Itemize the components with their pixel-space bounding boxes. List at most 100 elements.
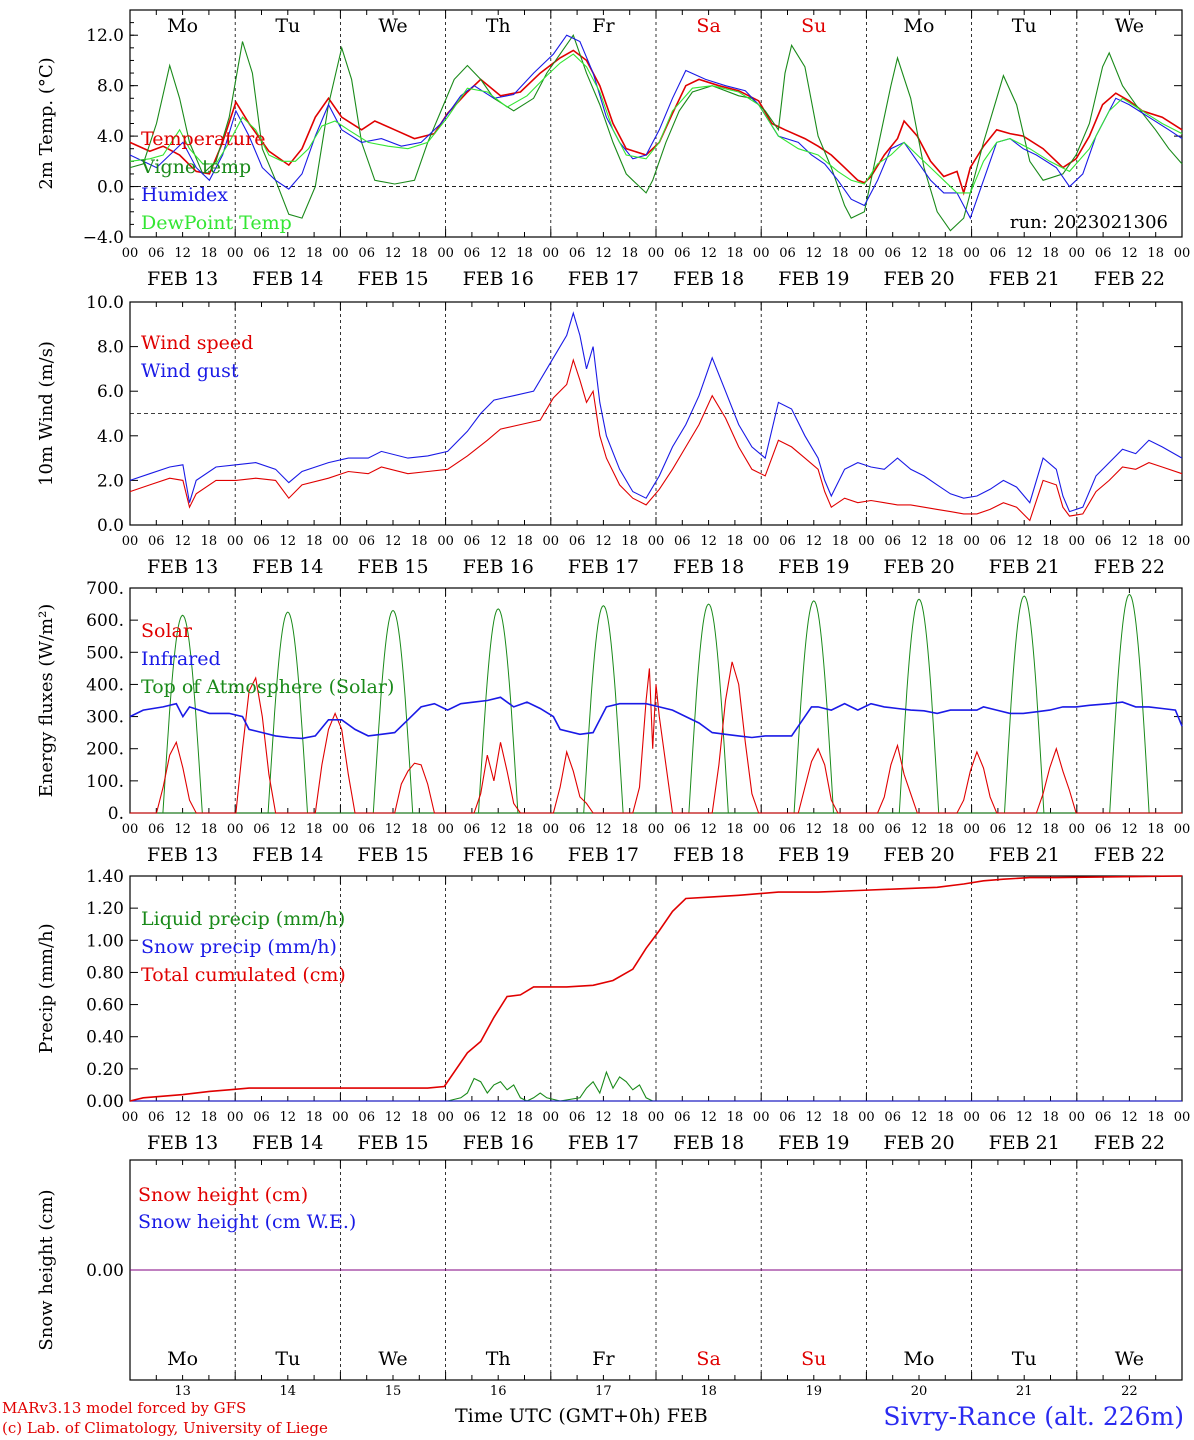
hour-tick-label: 00 bbox=[753, 246, 770, 261]
hour-tick-label: 18 bbox=[411, 822, 428, 837]
y-axis-label: Energy fluxes (W/m²) bbox=[36, 604, 57, 798]
hour-tick-label: 12 bbox=[385, 1110, 402, 1125]
y-tick-label: 0.80 bbox=[86, 963, 124, 983]
day-number-label: 14 bbox=[280, 1384, 297, 1399]
date-label: FEB 17 bbox=[568, 1132, 639, 1154]
hour-tick-label: 06 bbox=[358, 822, 375, 837]
date-label: FEB 13 bbox=[147, 844, 218, 866]
y-tick-label: 0.40 bbox=[86, 1028, 124, 1048]
station-name: Sivry-Rance (alt. 226m) bbox=[883, 1402, 1184, 1431]
hour-tick-label: 12 bbox=[911, 534, 928, 549]
hour-tick-label: 12 bbox=[174, 246, 191, 261]
weekday-label: We bbox=[378, 1348, 407, 1370]
hour-tick-label: 00 bbox=[122, 1110, 139, 1125]
hour-tick-label: 12 bbox=[595, 1110, 612, 1125]
hour-tick-label: 12 bbox=[911, 822, 928, 837]
hour-tick-label: 00 bbox=[543, 1110, 560, 1125]
run-annotation: run: 2023021306 bbox=[1010, 212, 1168, 233]
hour-tick-label: 06 bbox=[148, 534, 165, 549]
series-line-dewpoint-temp bbox=[129, 53, 1183, 194]
hour-tick-label: 12 bbox=[280, 246, 297, 261]
hour-tick-label: 12 bbox=[806, 1110, 823, 1125]
hour-tick-label: 12 bbox=[174, 822, 191, 837]
toa-solar-curve bbox=[162, 614, 203, 814]
date-label: FEB 14 bbox=[252, 556, 323, 578]
date-label: FEB 17 bbox=[568, 844, 639, 866]
hour-tick-label: 12 bbox=[595, 246, 612, 261]
hour-tick-label: 06 bbox=[253, 1110, 270, 1125]
weekday-label: Mo bbox=[904, 15, 935, 37]
date-label: FEB 16 bbox=[463, 844, 534, 866]
hour-tick-label: 18 bbox=[832, 822, 849, 837]
legend-entry: DewPoint Temp bbox=[141, 212, 292, 234]
legend-entry: Vigne temp bbox=[140, 156, 251, 178]
y-tick-label: 1.40 bbox=[86, 867, 124, 887]
y-tick-label: 4.0 bbox=[97, 127, 124, 147]
y-tick-label: 6.0 bbox=[97, 382, 124, 402]
hour-tick-label: 00 bbox=[648, 1110, 665, 1125]
hour-tick-label: 00 bbox=[437, 246, 454, 261]
hour-tick-label: 00 bbox=[122, 822, 139, 837]
hour-tick-label: 00 bbox=[543, 534, 560, 549]
weekday-label: Fr bbox=[592, 1348, 615, 1370]
weekday-label: We bbox=[1115, 15, 1144, 37]
toa-solar-curve bbox=[478, 608, 519, 814]
hour-tick-label: 00 bbox=[1174, 246, 1191, 261]
toa-solar-curve bbox=[688, 603, 729, 814]
legend-entry: Wind gust bbox=[141, 360, 239, 382]
hour-tick-label: 18 bbox=[937, 1110, 954, 1125]
date-label: FEB 14 bbox=[252, 1132, 323, 1154]
hour-tick-label: 18 bbox=[1042, 822, 1059, 837]
date-label: FEB 19 bbox=[778, 268, 849, 290]
hour-tick-label: 06 bbox=[358, 534, 375, 549]
y-tick-label: 10.0 bbox=[86, 293, 124, 313]
hour-tick-label: 12 bbox=[700, 534, 717, 549]
day-number-label: 17 bbox=[595, 1384, 612, 1399]
hour-tick-label: 18 bbox=[201, 534, 218, 549]
hour-tick-label: 06 bbox=[569, 1110, 586, 1125]
legend-entry: Infrared bbox=[141, 648, 221, 670]
series-line-temperature bbox=[129, 49, 1183, 196]
weekday-label: Mo bbox=[904, 1348, 935, 1370]
weekday-label: Sa bbox=[696, 15, 720, 37]
hour-tick-label: 12 bbox=[280, 1110, 297, 1125]
day-number-label: 19 bbox=[806, 1384, 823, 1399]
date-label: FEB 13 bbox=[147, 268, 218, 290]
date-label: FEB 14 bbox=[252, 844, 323, 866]
hour-tick-label: 06 bbox=[253, 534, 270, 549]
hour-tick-label: 18 bbox=[1042, 1110, 1059, 1125]
hour-tick-label: 06 bbox=[148, 246, 165, 261]
weekday-label: Th bbox=[486, 1348, 511, 1370]
date-label: FEB 21 bbox=[989, 268, 1060, 290]
hour-tick-label: 18 bbox=[832, 246, 849, 261]
hour-tick-label: 12 bbox=[1016, 246, 1033, 261]
y-tick-label: 8.0 bbox=[97, 338, 124, 358]
date-label: FEB 22 bbox=[1094, 1132, 1165, 1154]
hour-tick-label: 00 bbox=[437, 822, 454, 837]
y-tick-label: 0.0 bbox=[97, 516, 124, 536]
series-line-total-cumulated-cm- bbox=[129, 875, 1183, 1102]
hour-tick-label: 06 bbox=[884, 246, 901, 261]
date-label: FEB 20 bbox=[883, 556, 954, 578]
day-number-label: 21 bbox=[1016, 1384, 1033, 1399]
hour-tick-label: 00 bbox=[332, 246, 349, 261]
hour-tick-label: 06 bbox=[1095, 534, 1112, 549]
panel-1: −4.0 0.0 4.0 8.0 12.0 2m Temp. (°C) Temperatur… bbox=[36, 9, 1191, 290]
hour-tick-label: 06 bbox=[674, 1110, 691, 1125]
hour-tick-label: 18 bbox=[411, 1110, 428, 1125]
hour-tick-label: 18 bbox=[516, 822, 533, 837]
hour-tick-label: 18 bbox=[727, 1110, 744, 1125]
hour-tick-label: 12 bbox=[1121, 1110, 1138, 1125]
y-axis-label: Precip (mm/h) bbox=[36, 923, 57, 1053]
date-label: FEB 17 bbox=[568, 268, 639, 290]
y-axis-label: 2m Temp. (°C) bbox=[36, 57, 57, 189]
hour-tick-label: 18 bbox=[621, 822, 638, 837]
hour-tick-label: 18 bbox=[937, 822, 954, 837]
hour-tick-label: 06 bbox=[464, 1110, 481, 1125]
series-line-wind-speed bbox=[129, 358, 1183, 522]
hour-tick-label: 12 bbox=[490, 246, 507, 261]
hour-tick-label: 12 bbox=[385, 246, 402, 261]
hour-tick-label: 00 bbox=[963, 1110, 980, 1125]
hour-tick-label: 12 bbox=[174, 534, 191, 549]
toa-solar-curve bbox=[793, 600, 834, 814]
